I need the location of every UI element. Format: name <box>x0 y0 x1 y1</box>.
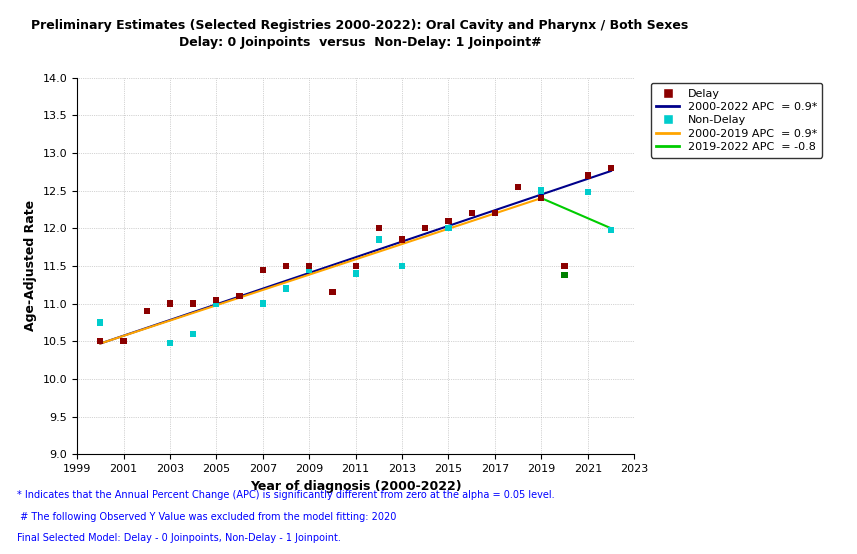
Point <box>441 224 455 233</box>
Point <box>303 265 316 274</box>
Point <box>326 288 339 297</box>
Point <box>512 182 525 191</box>
Text: Preliminary Estimates (Selected Registries 2000-2022): Oral Cavity and Pharynx /: Preliminary Estimates (Selected Registri… <box>32 19 688 32</box>
Point <box>117 337 130 346</box>
Point <box>140 307 153 316</box>
Point <box>256 299 270 308</box>
Point <box>604 225 618 234</box>
Text: Final Selected Model: Delay - 0 Joinpoints, Non-Delay - 1 Joinpoint.: Final Selected Model: Delay - 0 Joinpoin… <box>17 533 341 543</box>
Point <box>581 188 595 197</box>
Point <box>209 295 223 304</box>
Point <box>93 318 107 327</box>
Point <box>512 182 525 191</box>
Point <box>349 261 363 270</box>
Point <box>326 288 339 297</box>
Point <box>279 284 293 293</box>
Point <box>395 235 409 244</box>
Point <box>233 291 247 300</box>
Point <box>372 224 386 233</box>
Point <box>604 163 618 172</box>
Point <box>464 209 478 218</box>
Point <box>418 224 432 233</box>
Point <box>186 329 200 338</box>
Point <box>488 209 501 218</box>
Text: # The following Observed Y Value was excluded from the model fitting: 2020: # The following Observed Y Value was exc… <box>17 512 397 522</box>
Point <box>441 216 455 225</box>
Point <box>581 171 595 180</box>
Point <box>93 337 107 346</box>
Point <box>163 338 177 347</box>
Legend: Delay, 2000-2022 APC  = 0.9*, Non-Delay, 2000-2019 APC  = 0.9*, 2019-2022 APC  =: Delay, 2000-2022 APC = 0.9*, Non-Delay, … <box>650 83 823 157</box>
Point <box>535 194 548 203</box>
Point <box>488 209 501 218</box>
Text: Delay: 0 Joinpoints  versus  Non-Delay: 1 Joinpoint#: Delay: 0 Joinpoints versus Non-Delay: 1 … <box>178 36 542 49</box>
Point <box>117 337 130 346</box>
Point <box>349 269 363 278</box>
Point <box>209 299 223 308</box>
X-axis label: Year of diagnosis (2000-2022): Year of diagnosis (2000-2022) <box>250 480 461 493</box>
Point <box>464 209 478 218</box>
Point <box>186 299 200 308</box>
Point <box>372 235 386 244</box>
Point <box>395 261 409 270</box>
Point <box>535 186 548 195</box>
Point <box>418 224 432 233</box>
Point <box>558 270 572 279</box>
Point <box>279 261 293 270</box>
Point <box>558 261 572 270</box>
Point <box>256 265 270 274</box>
Point <box>140 307 153 316</box>
Y-axis label: Age-Adjusted Rate: Age-Adjusted Rate <box>24 201 37 331</box>
Point <box>303 261 316 270</box>
Point <box>233 291 247 300</box>
Text: * Indicates that the Annual Percent Change (APC) is significantly different from: * Indicates that the Annual Percent Chan… <box>17 490 554 500</box>
Point <box>163 299 177 308</box>
